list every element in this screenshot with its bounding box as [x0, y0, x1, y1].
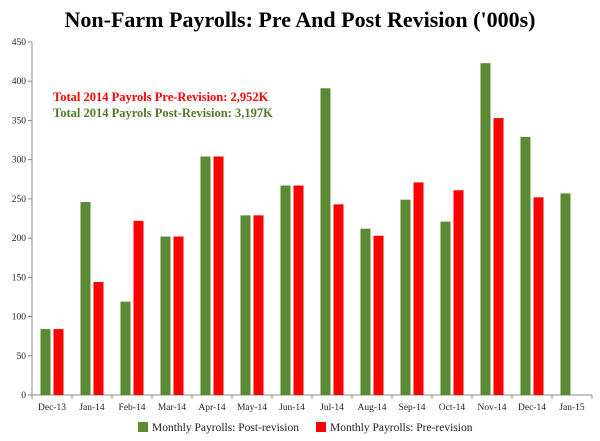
x-tick-label: Jan-14 — [79, 403, 105, 413]
bar-post-revision-sep-14 — [400, 199, 411, 395]
bar-post-revision-oct-14 — [440, 221, 451, 395]
y-tick-label: 350 — [12, 116, 27, 126]
bar-post-revision-jul-14 — [320, 88, 331, 395]
x-tick-label: Mar-14 — [158, 403, 187, 413]
legend-label-post-revision: Monthly Payrolls: Post-revision — [152, 422, 299, 434]
x-tick-label: Jan-15 — [559, 403, 585, 413]
bar-post-revision-apr-14 — [200, 156, 211, 395]
bar-post-revision-dec-13 — [40, 329, 51, 395]
legend-label-pre-revision: Monthly Payrolls: Pre-revision — [330, 422, 473, 434]
bar-post-revision-jun-14 — [280, 185, 291, 395]
bar-post-revision-may-14 — [240, 215, 251, 395]
bar-pre-revision-may-14 — [253, 215, 264, 395]
bars — [40, 63, 571, 396]
chart-title: Non-Farm Payrolls: Pre And Post Revision… — [65, 7, 536, 32]
y-tick-label: 0 — [21, 391, 26, 401]
bar-pre-revision-dec-14 — [533, 197, 544, 395]
x-tick-label: Jul-14 — [320, 403, 344, 413]
x-tick-label: Feb-14 — [119, 403, 146, 413]
y-tick-label: 50 — [17, 352, 27, 362]
legend-swatch-pre-revision — [316, 422, 326, 432]
legend-swatch-post-revision — [138, 422, 148, 432]
bar-post-revision-aug-14 — [360, 228, 371, 395]
bar-pre-revision-sep-14 — [413, 182, 424, 395]
y-tick-label: 200 — [12, 234, 27, 244]
x-tick-label: Dec-14 — [518, 403, 546, 413]
y-tick-label: 150 — [12, 273, 27, 283]
bar-post-revision-jan-14 — [80, 202, 91, 395]
y-tick-label: 100 — [12, 313, 27, 323]
x-tick-label: May-14 — [237, 403, 267, 413]
bar-post-revision-nov-14 — [480, 63, 491, 396]
x-tick-label: Nov-14 — [477, 403, 506, 413]
annotation-pre-revision-total: Total 2014 Payrols Pre-Revision: 2,952K — [53, 90, 269, 104]
x-tick-label: Apr-14 — [198, 403, 225, 413]
bar-pre-revision-mar-14 — [173, 236, 184, 395]
bar-pre-revision-oct-14 — [453, 190, 464, 395]
x-tick-label: Oct-14 — [439, 403, 466, 413]
y-tick-label: 300 — [12, 156, 27, 166]
annotation-post-revision-total: Total 2014 Payrols Post-Revision: 3,197K — [53, 106, 273, 120]
bar-post-revision-dec-14 — [520, 136, 531, 395]
axes: 0 50 100 150 200 250 300 350 400 450 Dec-13 Jan-14 F… — [12, 38, 593, 413]
x-tick-label: Aug-14 — [357, 403, 386, 413]
bar-pre-revision-apr-14 — [213, 156, 224, 395]
y-tick-label: 250 — [12, 195, 27, 205]
bar-pre-revision-nov-14 — [493, 118, 504, 395]
bar-pre-revision-aug-14 — [373, 235, 384, 395]
bar-post-revision-jan-15 — [560, 193, 571, 395]
bar-post-revision-mar-14 — [160, 236, 171, 395]
bar-pre-revision-feb-14 — [133, 220, 144, 395]
bar-pre-revision-jan-14 — [93, 282, 104, 395]
x-tick-label: Jun-14 — [279, 403, 305, 413]
x-tick-label: Sep-14 — [399, 403, 426, 413]
y-tick-label: 450 — [12, 38, 27, 48]
bar-pre-revision-jul-14 — [333, 204, 344, 395]
bar-post-revision-feb-14 — [120, 301, 131, 395]
y-tick-label: 400 — [12, 77, 27, 87]
legend: Monthly Payrolls: Post-revision Monthly … — [138, 422, 473, 434]
x-tick-label: Dec-13 — [38, 403, 66, 413]
bar-pre-revision-dec-13 — [53, 329, 64, 395]
bar-pre-revision-jun-14 — [293, 185, 304, 395]
